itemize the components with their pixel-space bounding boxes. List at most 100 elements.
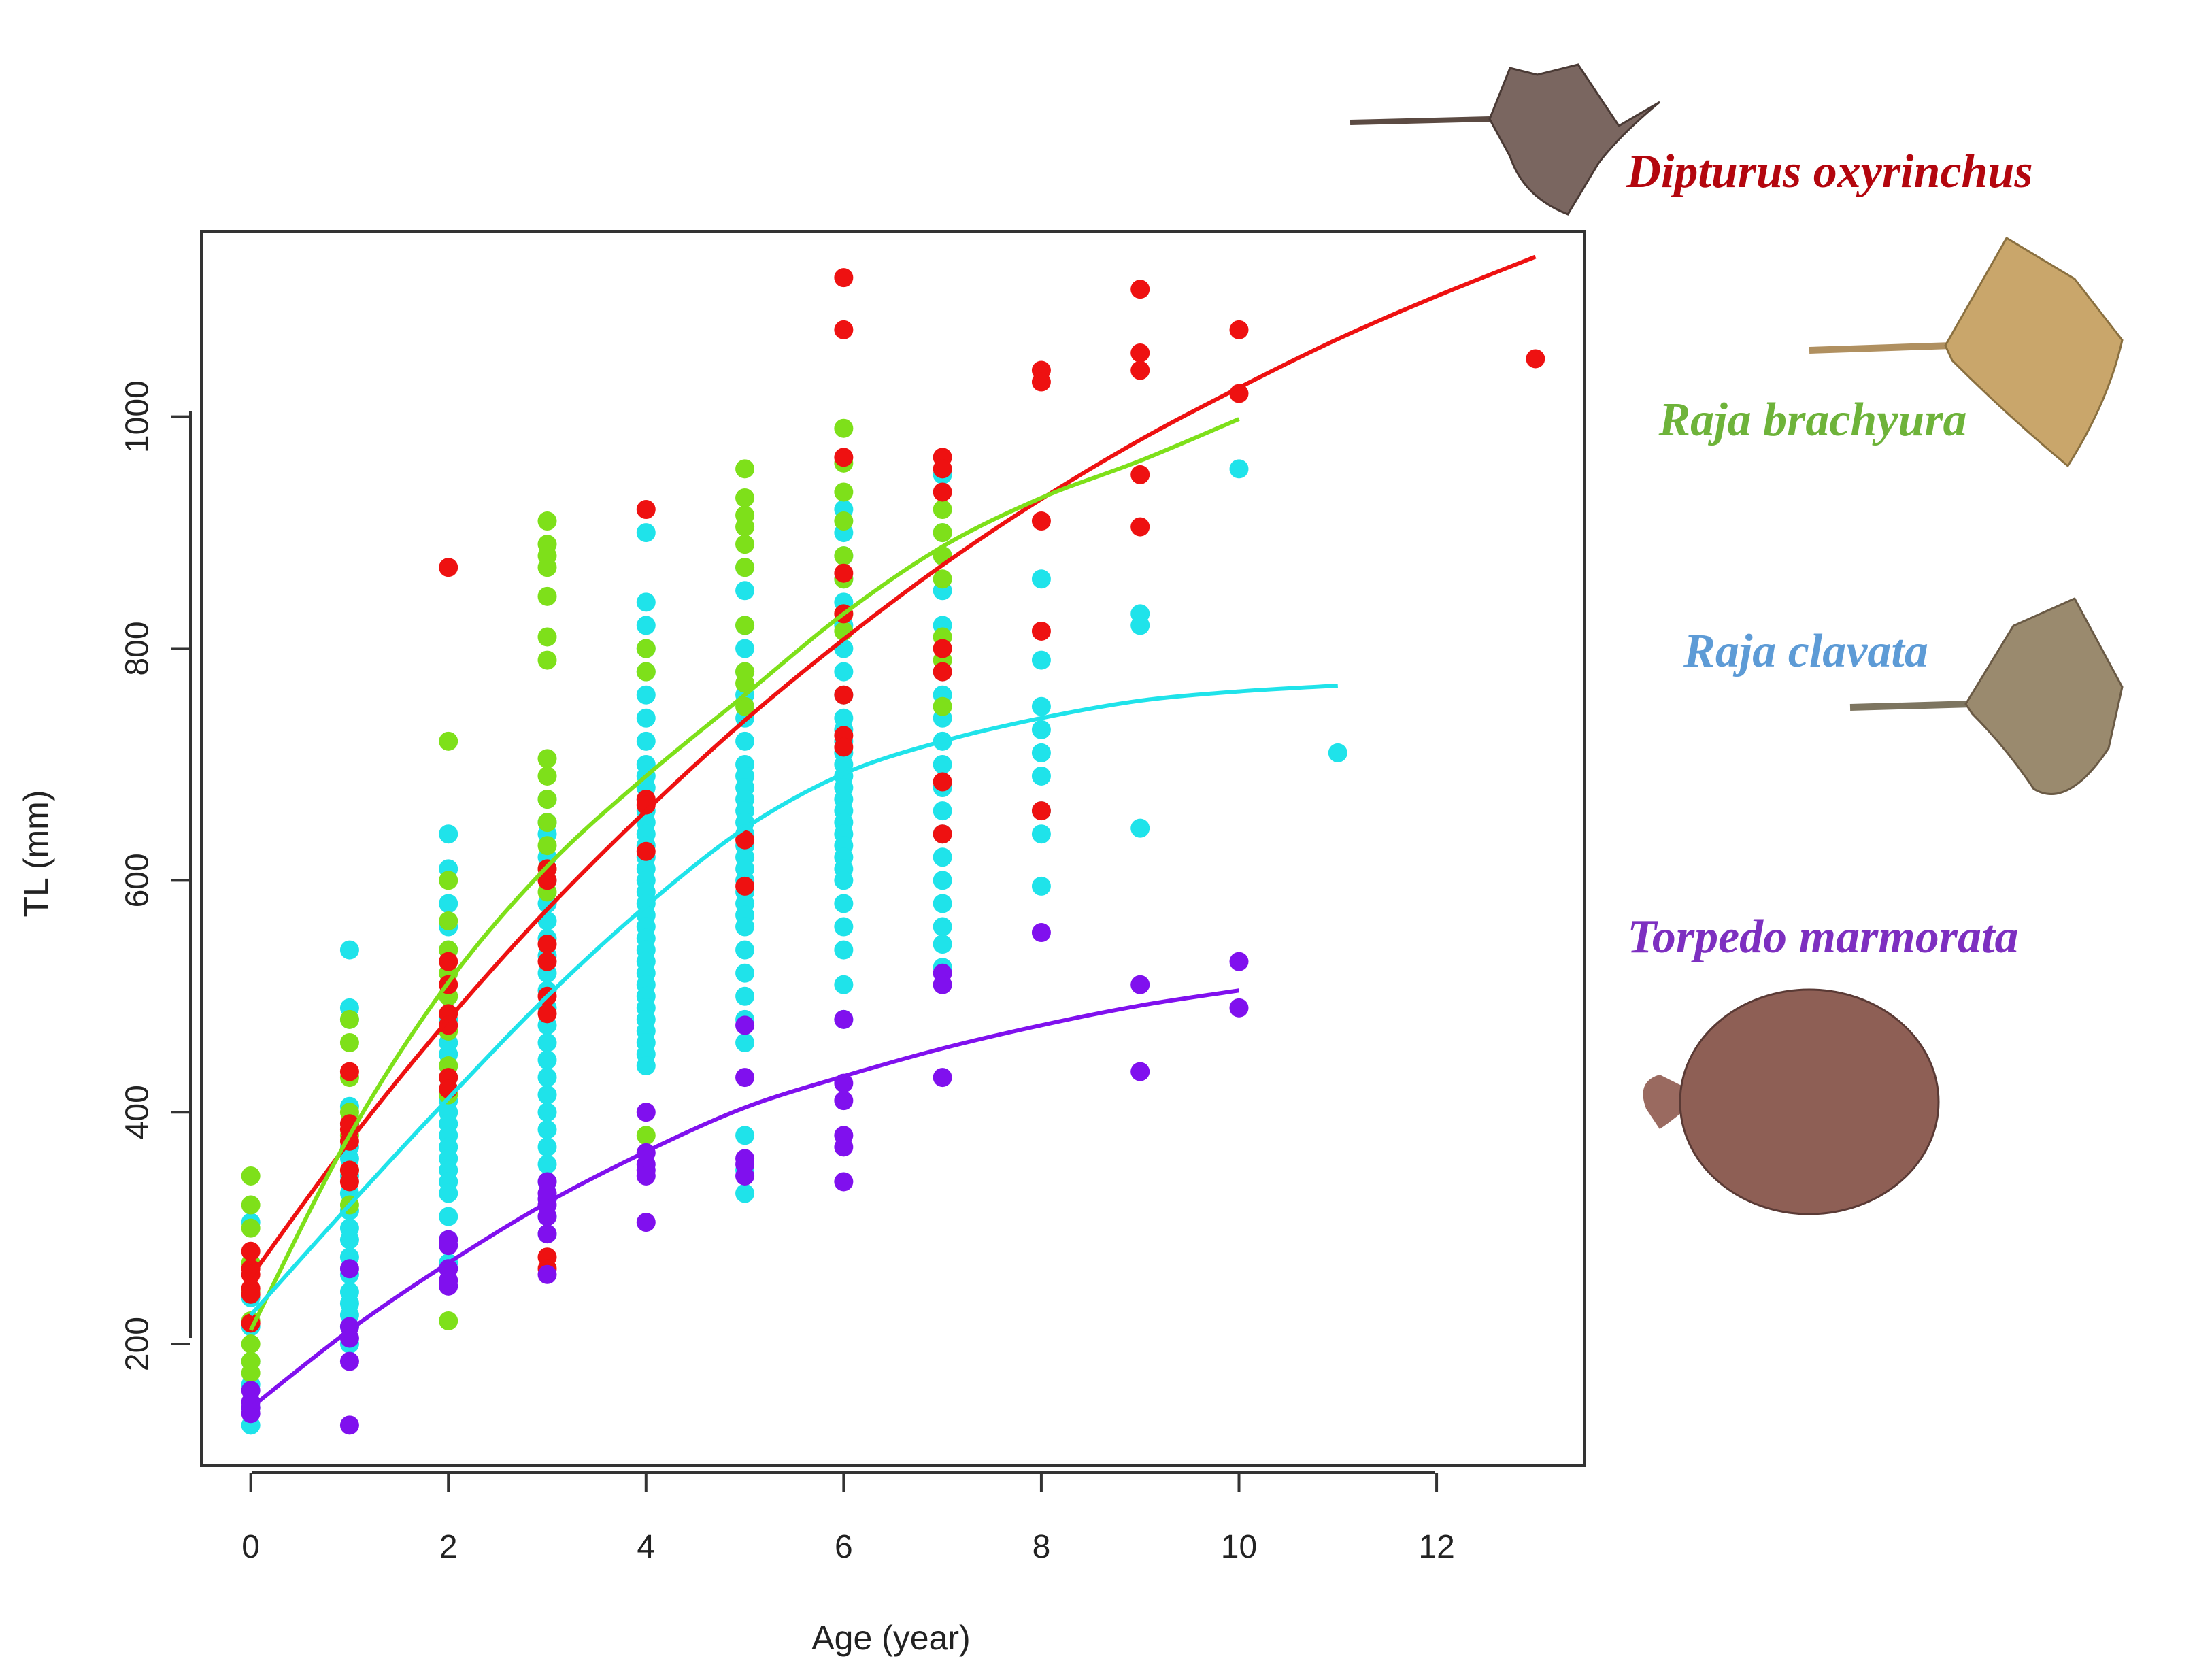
fit-curve-dipturus-oxyrinchus [249,254,1537,1278]
legend-label-dipturus: Dipturus oxyrinchus [1626,146,2032,198]
data-point-raja-brachyura [537,586,557,606]
data-point-raja-brachyura [439,871,458,890]
data-point-raja-clavata [834,639,854,658]
data-point-raja-clavata [834,894,854,913]
data-point-raja-clavata [1031,824,1051,844]
data-point-raja-clavata [537,1154,557,1174]
data-point-torpedo-marmorata [735,1068,755,1088]
data-point-raja-brachyura [933,569,952,589]
data-point-raja-clavata [537,1137,557,1157]
data-point-raja-clavata [933,894,952,913]
data-point-raja-clavata [1031,743,1051,762]
data-point-raja-clavata [735,581,755,601]
data-point-raja-brachyura [735,459,755,479]
plot-frame [200,230,1586,1467]
data-point-dipturus-oxyrinchus [1130,360,1150,380]
data-point-raja-clavata [439,894,458,913]
data-point-torpedo-marmorata [537,1207,557,1226]
data-point-torpedo-marmorata [933,975,952,994]
data-point-dipturus-oxyrinchus [636,500,656,520]
data-point-raja-brachyura [241,1195,261,1215]
data-point-dipturus-oxyrinchus [636,795,656,815]
data-point-raja-clavata [1328,743,1347,762]
data-point-raja-brachyura [537,813,557,833]
data-point-raja-brachyura [439,911,458,931]
data-point-dipturus-oxyrinchus [834,448,854,467]
data-point-raja-brachyura [439,731,458,751]
data-point-torpedo-marmorata [439,1276,458,1296]
data-point-raja-clavata [834,871,854,890]
data-point-dipturus-oxyrinchus [339,1172,359,1192]
data-point-dipturus-oxyrinchus [834,563,854,583]
data-point-dipturus-oxyrinchus [241,1284,261,1304]
data-point-torpedo-marmorata [1229,998,1249,1018]
legend-label-torpedo: Torpedo marmorata [1628,911,2019,963]
data-point-dipturus-oxyrinchus [834,320,854,339]
data-point-raja-clavata [537,1120,557,1139]
raja-brachyura-illustration [1809,236,2124,468]
data-point-raja-brachyura [834,546,854,566]
data-point-raja-clavata [636,708,656,728]
data-point-raja-clavata [537,1085,557,1105]
data-point-raja-clavata [636,592,656,612]
data-point-raja-clavata [834,975,854,994]
data-point-raja-clavata [439,1207,458,1226]
data-point-raja-clavata [1031,696,1051,716]
data-point-dipturus-oxyrinchus [537,871,557,890]
y-tick-label: 1000 [120,380,156,453]
data-point-raja-clavata [537,1050,557,1070]
data-point-torpedo-marmorata [1130,975,1150,994]
data-point-raja-brachyura [439,1311,458,1330]
data-point-dipturus-oxyrinchus [1130,280,1150,299]
data-point-raja-brachyura [735,673,755,693]
data-point-raja-clavata [933,801,952,821]
data-point-raja-clavata [1229,459,1249,479]
data-point-dipturus-oxyrinchus [834,268,854,288]
data-point-dipturus-oxyrinchus [1130,465,1150,484]
x-tick-label: 2 [439,1529,458,1565]
data-point-raja-brachyura [933,696,952,716]
legend: Dipturus oxyrinchus Raja brachyura Raja … [1626,146,2032,963]
y-tick-label: 200 [120,1317,156,1371]
data-point-torpedo-marmorata [636,1166,656,1186]
data-point-dipturus-oxyrinchus [834,737,854,757]
torpedo-illustration [1643,988,1940,1215]
data-point-raja-clavata [439,824,458,844]
data-point-raja-brachyura [735,488,755,507]
data-point-raja-clavata [636,523,656,543]
data-point-dipturus-oxyrinchus [933,772,952,792]
data-point-dipturus-oxyrinchus [241,1241,261,1261]
data-point-torpedo-marmorata [241,1404,261,1424]
data-point-raja-clavata [933,754,952,774]
y-tick-label: 400 [120,1085,156,1139]
data-point-dipturus-oxyrinchus [1526,349,1545,369]
data-point-torpedo-marmorata [834,1172,854,1192]
data-point-raja-brachyura [537,790,557,809]
legend-label-raja-clavata: Raja clavata [1683,625,1928,677]
data-point-dipturus-oxyrinchus [933,662,952,682]
y-tick-label: 600 [120,853,156,907]
data-point-dipturus-oxyrinchus [1031,621,1051,641]
x-tick-label: 12 [1418,1529,1454,1565]
data-point-torpedo-marmorata [735,1015,755,1035]
data-point-raja-clavata [735,1032,755,1052]
y-axis-label: TL (mm) [17,790,55,918]
data-point-raja-brachyura [735,558,755,577]
data-point-raja-brachyura [339,1032,359,1052]
data-point-dipturus-oxyrinchus [1229,320,1249,339]
data-point-raja-brachyura [537,836,557,856]
data-point-torpedo-marmorata [1130,1062,1150,1081]
data-point-dipturus-oxyrinchus [735,876,755,896]
data-point-raja-clavata [636,731,656,751]
data-point-raja-brachyura [241,1218,261,1238]
ticks-layer: 0 2 4 6 8 10 12 200 400 600 800 1000 [120,380,1455,1565]
data-point-raja-brachyura [241,1334,261,1354]
data-point-raja-brachyura [735,517,755,537]
data-point-dipturus-oxyrinchus [735,830,755,850]
data-point-dipturus-oxyrinchus [439,1015,458,1035]
data-point-raja-clavata [834,917,854,937]
data-point-raja-clavata [1031,650,1051,670]
data-point-raja-clavata [1130,616,1150,635]
data-point-raja-brachyura [537,511,557,531]
curves-layer [248,254,1537,1410]
